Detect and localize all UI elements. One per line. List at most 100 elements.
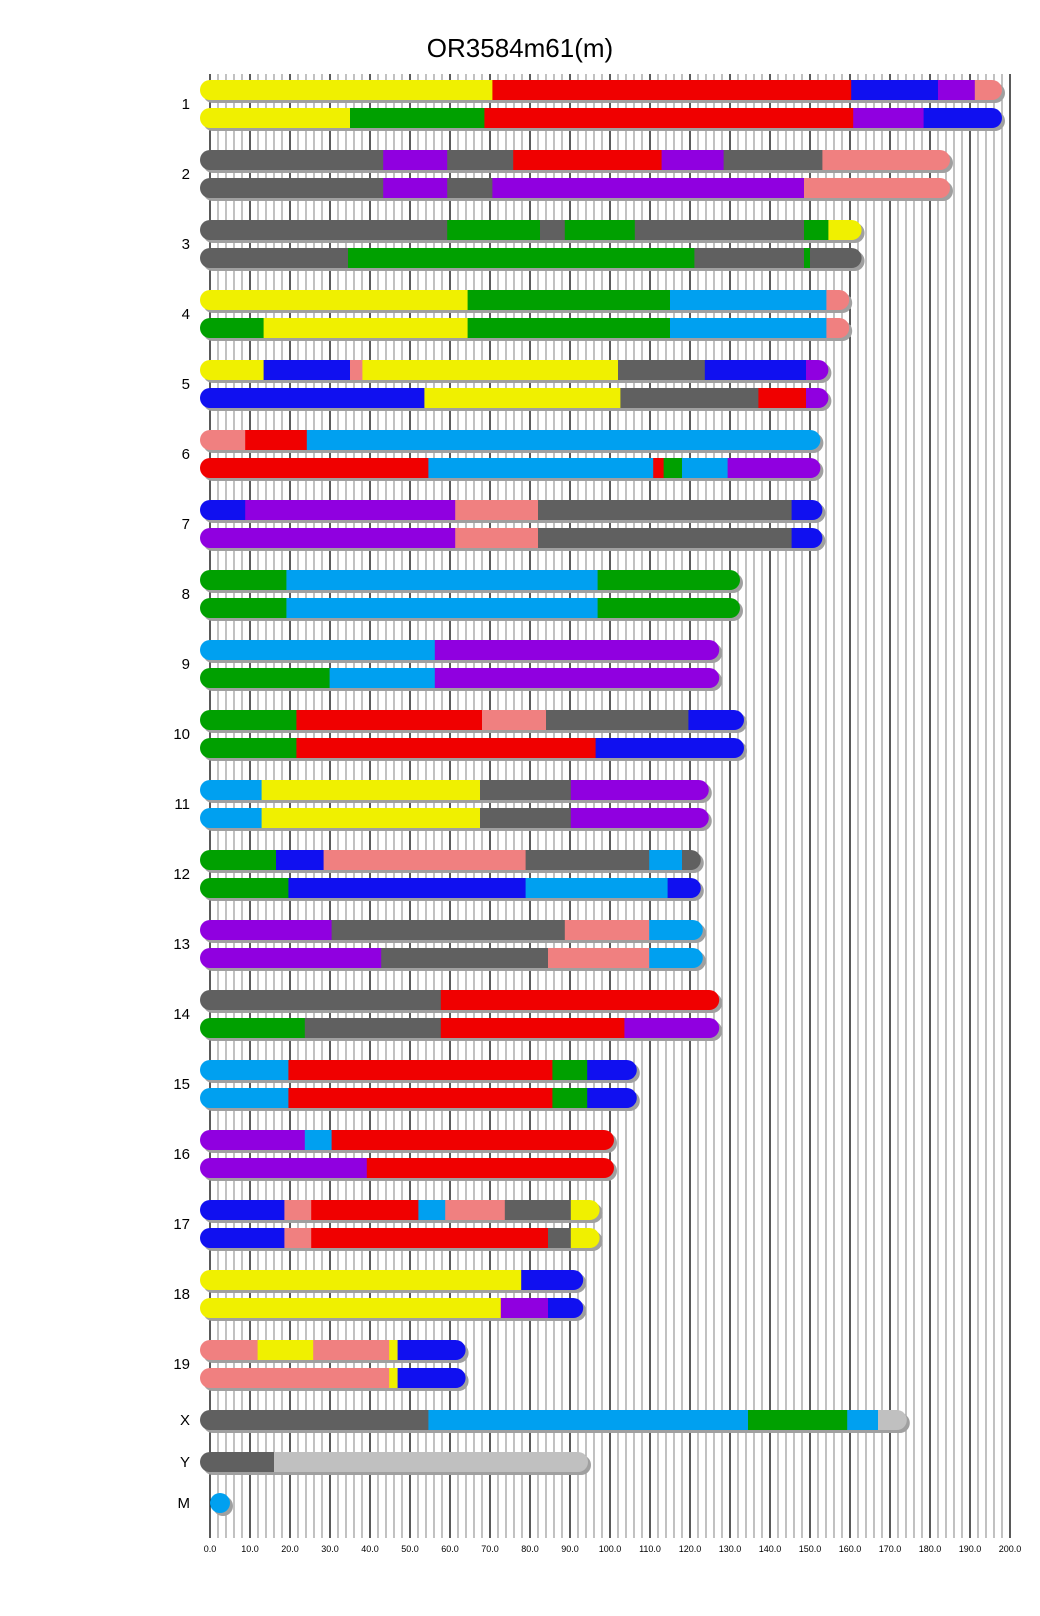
segment-green <box>200 878 289 898</box>
segment-skyblue <box>649 948 703 968</box>
segment-purple <box>500 1298 549 1318</box>
segment-skyblue <box>649 920 703 940</box>
segment-blue <box>288 878 527 898</box>
segment-blue <box>791 528 823 548</box>
haplotype-2 <box>200 878 701 898</box>
chromosome-label: 9 <box>182 656 190 673</box>
segment-skyblue <box>670 318 827 338</box>
chromosome-label: 15 <box>173 1076 190 1093</box>
segment-skyblue <box>286 570 599 590</box>
haplotype-1 <box>200 1130 614 1150</box>
segment-red <box>288 1060 553 1080</box>
chromosome-label: 3 <box>182 236 190 253</box>
segment-red <box>245 430 308 450</box>
segment-green <box>348 248 695 268</box>
segment-blue <box>667 878 701 898</box>
haplotype-1 <box>200 360 829 380</box>
segment-gray <box>504 1200 572 1220</box>
segment-gray <box>331 920 566 940</box>
chromosome-15: 15 <box>173 1060 640 1111</box>
chromosome-9: 9 <box>182 640 723 691</box>
segment-salmon <box>313 1340 390 1360</box>
segment-red <box>288 1088 553 1108</box>
segment-green <box>350 108 485 128</box>
segment-yellow <box>257 1340 314 1360</box>
segment-gray <box>200 220 448 240</box>
haplotype-2 <box>200 1368 466 1388</box>
chromosome-label: 1 <box>182 96 190 113</box>
segment-salmon <box>482 710 547 730</box>
segment-blue <box>276 850 325 870</box>
segment-skyblue <box>428 458 654 478</box>
haplotype-2 <box>200 318 850 338</box>
segment-green <box>200 598 287 618</box>
segment-gray <box>381 948 549 968</box>
chromosome-5: 5 <box>182 360 832 411</box>
chromosome-6: 6 <box>182 430 824 481</box>
segment-purple <box>806 360 829 380</box>
segment-red <box>440 1018 625 1038</box>
chromosome-13: 13 <box>173 920 706 971</box>
chromosome-label: M <box>178 1495 191 1512</box>
segment-blue <box>397 1368 466 1388</box>
segment-red <box>513 150 663 170</box>
segment-red <box>440 990 720 1010</box>
segment-skyblue <box>329 668 436 688</box>
segment-yellow <box>570 1228 600 1248</box>
segment-blue <box>851 80 939 100</box>
chromosome-4: 4 <box>182 290 853 341</box>
segment-green <box>200 1018 306 1038</box>
haplotype-2 <box>200 458 821 478</box>
segment-skyblue <box>428 1410 749 1430</box>
segment-salmon <box>804 178 950 198</box>
x-tick-label: 100.0 <box>599 1544 622 1554</box>
segment-red <box>311 1200 419 1220</box>
segment-gray <box>480 808 572 828</box>
segment-gray <box>447 178 493 198</box>
segment-salmon <box>564 920 650 940</box>
x-tick-label: 190.0 <box>959 1544 982 1554</box>
haplotype-1 <box>200 500 823 520</box>
segment-green <box>597 598 740 618</box>
segment-yellow <box>200 1298 502 1318</box>
segment-gray <box>694 248 805 268</box>
x-tick-label: 170.0 <box>879 1544 902 1554</box>
segment-purple <box>661 150 725 170</box>
chromosome-label: 12 <box>173 866 190 883</box>
chromosome-label: 18 <box>173 1286 190 1303</box>
segment-blue <box>200 1200 285 1220</box>
haplotype-1 <box>200 570 740 590</box>
segment-blue <box>263 360 351 380</box>
haplotype-2 <box>200 948 703 968</box>
segment-yellow <box>424 388 621 408</box>
x-tick-label: 120.0 <box>679 1544 702 1554</box>
segment-salmon <box>200 1368 390 1388</box>
x-tick-label: 70.0 <box>481 1544 499 1554</box>
segment-gray <box>525 850 650 870</box>
segment-blue <box>587 1088 637 1108</box>
segment-skyblue <box>210 1493 230 1513</box>
segment-blue <box>521 1270 584 1290</box>
x-tick-label: 140.0 <box>759 1544 782 1554</box>
segment-yellow <box>362 360 619 380</box>
segment-gray <box>447 150 514 170</box>
x-tick-label: 110.0 <box>639 1544 661 1554</box>
chromosome-11: 11 <box>174 780 712 831</box>
segment-green <box>200 668 331 688</box>
chromosome-label: 7 <box>182 516 190 533</box>
segment-gray <box>546 710 689 730</box>
haplotype-2 <box>200 108 1002 128</box>
x-tick-label: 90.0 <box>561 1544 579 1554</box>
x-tick-label: 10.0 <box>241 1544 259 1554</box>
haplotype-2 <box>200 598 740 618</box>
segment-salmon <box>974 80 1002 100</box>
segment-skyblue <box>200 1060 289 1080</box>
segment-purple <box>938 80 976 100</box>
haplotype-1 <box>200 990 720 1010</box>
segment-yellow <box>200 290 469 310</box>
segment-gray <box>810 248 862 268</box>
chromosome-16: 16 <box>173 1130 617 1181</box>
x-tick-label: 150.0 <box>799 1544 822 1554</box>
segment-gray <box>200 248 349 268</box>
x-tick-label: 40.0 <box>361 1544 379 1554</box>
